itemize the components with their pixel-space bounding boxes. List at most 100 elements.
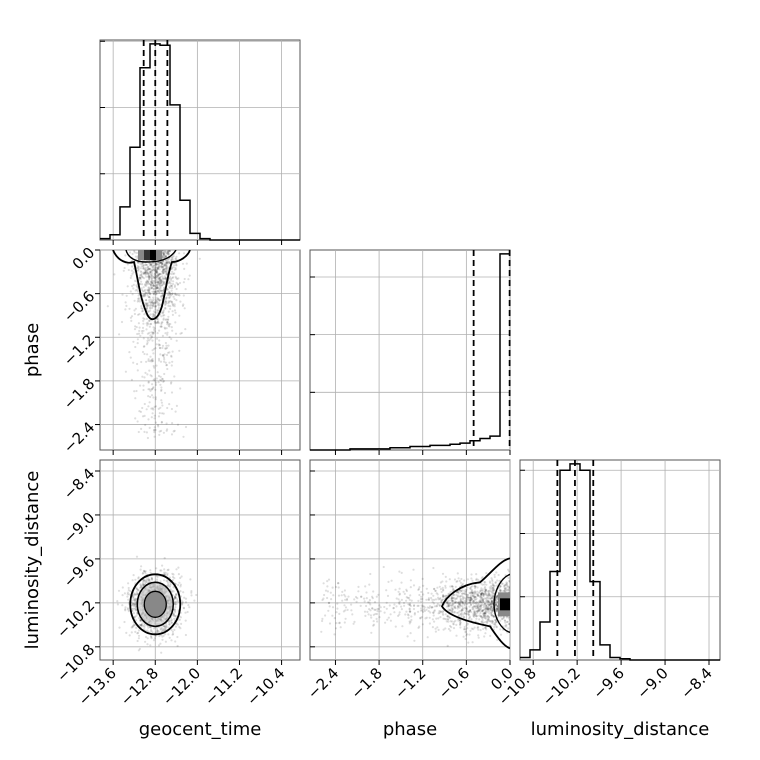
scatter-point — [152, 379, 155, 382]
scatter-point — [153, 426, 156, 429]
scatter-point — [446, 617, 449, 621]
scatter-point — [132, 603, 135, 606]
scatter-point — [147, 380, 150, 383]
scatter-point — [458, 606, 461, 609]
scatter-point — [154, 276, 157, 279]
scatter-point — [466, 578, 469, 581]
scatter-point — [140, 287, 143, 290]
scatter-point — [508, 615, 510, 619]
scatter-point — [154, 281, 157, 284]
scatter-point — [450, 599, 454, 602]
scatter-point — [171, 292, 174, 295]
scatter-point — [467, 596, 470, 599]
scatter-point — [148, 306, 152, 309]
scatter-point — [476, 610, 479, 613]
scatter-point — [507, 622, 510, 626]
scatter-point — [476, 593, 479, 596]
scatter-point — [443, 617, 446, 620]
scatter-point — [489, 581, 492, 584]
scatter-point — [481, 617, 484, 620]
scatter-point — [508, 587, 510, 590]
scatter-point — [149, 355, 152, 358]
scatter-point — [432, 614, 435, 617]
scatter-point — [166, 252, 169, 255]
scatter-point — [154, 270, 157, 273]
scatter-point — [446, 615, 449, 618]
y-tick-label: −9.0 — [60, 509, 98, 547]
scatter-point — [165, 261, 169, 264]
scatter-point — [153, 290, 156, 294]
scatter-point — [477, 594, 480, 598]
scatter-point — [454, 606, 457, 609]
scatter-point — [162, 267, 165, 270]
scatter-point — [492, 588, 495, 591]
scatter-point — [150, 394, 154, 397]
scatter-point — [143, 293, 146, 296]
scatter-point — [491, 591, 494, 595]
scatter-point — [392, 607, 395, 610]
scatter-point — [420, 595, 423, 598]
scatter-point — [148, 325, 151, 328]
scatter-point — [150, 331, 153, 334]
scatter-point — [451, 599, 455, 602]
scatter-point — [432, 566, 435, 570]
scatter-point — [455, 601, 458, 604]
scatter-point — [494, 601, 497, 604]
scatter-point — [157, 266, 160, 269]
scatter-point — [159, 353, 162, 356]
scatter-point — [467, 641, 470, 644]
scatter-point — [491, 596, 494, 599]
scatter-point — [156, 269, 159, 272]
scatter-point — [394, 588, 397, 591]
scatter-point — [172, 255, 175, 258]
scatter-point — [162, 317, 165, 320]
scatter-point — [184, 288, 187, 291]
scatter-point — [166, 261, 169, 264]
scatter-point — [141, 582, 144, 585]
scatter-point — [170, 258, 173, 262]
scatter-point — [437, 612, 440, 615]
scatter-point — [485, 596, 488, 599]
scatter-point — [454, 597, 458, 600]
scatter-point — [440, 599, 443, 602]
scatter-point — [486, 608, 489, 611]
scatter-point — [154, 269, 157, 272]
scatter-point — [154, 396, 157, 399]
scatter-point — [170, 289, 173, 292]
scatter-point — [385, 607, 388, 610]
scatter-point — [419, 617, 422, 620]
scatter-point — [490, 602, 493, 606]
scatter-point — [146, 268, 149, 272]
scatter-point — [143, 290, 146, 293]
scatter-point — [450, 597, 453, 600]
scatter-point — [470, 597, 473, 601]
scatter-point — [492, 583, 495, 586]
scatter-point — [436, 603, 439, 606]
scatter-point — [486, 595, 489, 598]
scatter-point — [153, 327, 156, 330]
scatter-point — [153, 378, 156, 381]
scatter-point — [489, 607, 492, 610]
scatter-point — [157, 280, 160, 283]
scatter-point — [457, 590, 460, 594]
scatter-point — [491, 621, 494, 625]
scatter-point — [151, 630, 154, 633]
scatter-point — [170, 284, 173, 288]
scatter-point — [375, 612, 379, 616]
scatter-point — [407, 614, 410, 617]
scatter-point — [491, 614, 494, 617]
scatter-point — [473, 590, 477, 593]
scatter-point — [371, 607, 374, 610]
scatter-point — [457, 605, 460, 608]
scatter-point — [172, 586, 175, 589]
scatter-point — [136, 332, 139, 336]
scatter-point — [321, 617, 324, 621]
scatter-point — [479, 601, 482, 604]
scatter-point — [477, 626, 480, 629]
scatter-point — [152, 303, 155, 306]
scatter-point — [455, 601, 458, 604]
scatter-point — [168, 286, 172, 289]
scatter-point — [167, 318, 170, 321]
scatter-point — [172, 304, 175, 307]
scatter-point — [145, 279, 149, 282]
